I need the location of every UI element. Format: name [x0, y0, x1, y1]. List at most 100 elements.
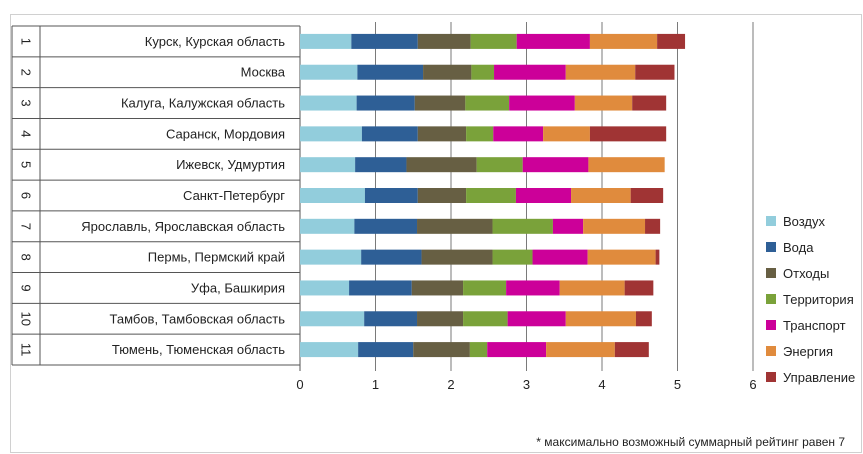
rank-label: 4: [19, 130, 34, 137]
bar-segment: [522, 157, 589, 173]
bar-segment: [574, 95, 633, 111]
bar-segment: [655, 249, 660, 265]
bar-segment: [506, 280, 560, 296]
bar-segment: [414, 95, 466, 111]
bar-segment: [466, 188, 516, 203]
bar-segment: [515, 188, 572, 203]
bar-segment: [589, 126, 667, 142]
bar-segment: [406, 157, 477, 173]
city-label: Ижевск, Удмуртия: [176, 157, 285, 172]
legend-label: Воздух: [783, 214, 826, 229]
chart-frame: [10, 14, 862, 453]
bar-segment: [552, 218, 584, 234]
bar-segment: [632, 95, 667, 111]
legend-swatch: [766, 242, 776, 252]
legend-label: Отходы: [783, 266, 829, 281]
rank-label: 7: [19, 223, 34, 230]
x-tick-label: 4: [598, 377, 605, 392]
bar-segment: [421, 249, 493, 265]
bar-segment: [492, 249, 533, 265]
bars: [300, 33, 686, 358]
city-label: Саранск, Мордовия: [166, 126, 285, 141]
rank-label: 8: [19, 254, 34, 261]
bar-segment: [583, 218, 646, 234]
bar-segment: [493, 126, 544, 142]
bar-segment: [509, 95, 575, 111]
bar-segment: [471, 64, 495, 80]
bar-segment: [565, 64, 636, 80]
bar-segment: [466, 126, 494, 142]
bar-segment: [635, 64, 675, 80]
bar-segment: [300, 311, 365, 327]
bar-segment: [354, 218, 418, 234]
chart-outer-border: [10, 14, 862, 453]
legend-label: Энергия: [783, 344, 833, 359]
bar-segment: [300, 249, 362, 265]
bar-segment: [587, 249, 656, 265]
legend-label: Вода: [783, 240, 814, 255]
x-tick-label: 0: [296, 377, 303, 392]
bar-segment: [351, 33, 418, 49]
bar-segment: [364, 311, 418, 327]
legend-swatch: [766, 268, 776, 278]
bar-segment: [614, 342, 649, 358]
bar-segment: [559, 280, 625, 296]
rank-label: 5: [19, 161, 34, 168]
x-tick-labels: 0 1 2 3 4 5 6: [296, 377, 756, 392]
x-tick-label: 3: [523, 377, 530, 392]
bar-segment: [413, 342, 470, 358]
bar-segment: [470, 33, 517, 49]
bar-segment: [357, 64, 424, 80]
x-tick-label: 2: [447, 377, 454, 392]
bar-segment: [476, 157, 523, 173]
bar-segment: [494, 64, 566, 80]
city-label: Москва: [241, 65, 286, 80]
legend-swatch: [766, 346, 776, 356]
bar-segment: [417, 218, 493, 234]
legend-swatch: [766, 320, 776, 330]
bar-segment: [532, 249, 588, 265]
bar-segment: [417, 33, 471, 49]
city-label: Санкт-Петербург: [183, 188, 285, 203]
rank-label: 1: [19, 38, 34, 45]
rank-label: 2: [19, 69, 34, 76]
bar-segment: [417, 126, 467, 142]
bar-segment: [300, 188, 365, 203]
bar-segment: [630, 188, 664, 203]
city-label: Пермь, Пермский край: [148, 250, 285, 265]
city-label: Курск, Курская область: [145, 34, 285, 49]
bar-segment: [492, 218, 553, 234]
bar-segment: [507, 311, 566, 327]
bar-segment: [516, 33, 590, 49]
bar-segment: [624, 280, 654, 296]
bar-segment: [543, 126, 590, 142]
bar-segment: [356, 95, 415, 111]
city-label: Ярославль, Ярославская область: [81, 219, 285, 234]
bar-segment: [423, 64, 472, 80]
x-tick-label: 5: [674, 377, 681, 392]
bar-segment: [300, 95, 357, 111]
city-label: Тамбов, Тамбовская область: [110, 311, 286, 326]
bar-segment: [300, 64, 358, 80]
rank-label: 9: [19, 284, 34, 291]
rank-label: 6: [19, 192, 34, 199]
legend-label: Транспорт: [783, 318, 846, 333]
city-label: Калуга, Калужская область: [121, 96, 285, 111]
bar-segment: [300, 218, 355, 234]
bar-segment: [546, 342, 615, 358]
bar-segment: [487, 342, 547, 358]
x-tick-label: 6: [749, 377, 756, 392]
bar-segment: [361, 249, 422, 265]
bar-segment: [300, 157, 356, 173]
legend-label: Управление: [783, 370, 855, 385]
city-label: Тюмень, Тюменская область: [112, 342, 285, 357]
bar-segment: [349, 280, 412, 296]
rank-label: 10: [19, 312, 34, 326]
legend-swatch: [766, 372, 776, 382]
rank-label: 3: [19, 99, 34, 106]
footnote: * максимально возможный суммарный рейтин…: [536, 435, 845, 449]
bar-segment: [463, 280, 507, 296]
bar-segment: [300, 33, 352, 49]
legend: Воздух Вода Отходы Территория Транспорт Энерг…: [766, 214, 855, 385]
